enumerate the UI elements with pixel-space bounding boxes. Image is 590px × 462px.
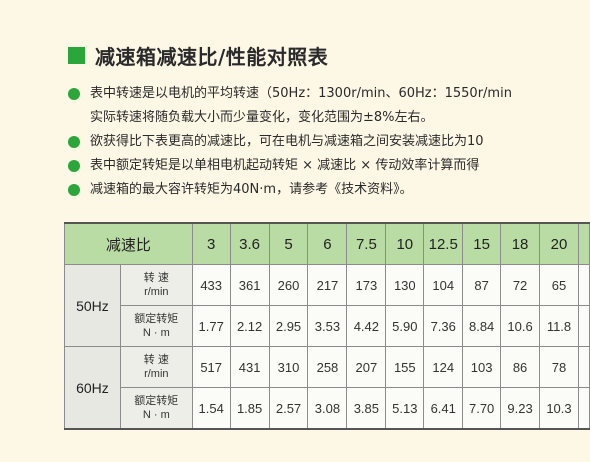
table-cell: 431 <box>229 346 270 388</box>
table-cell: 3.85 <box>346 387 387 430</box>
table-cell: 207 <box>346 346 387 388</box>
table-cell: 65 <box>539 264 579 306</box>
table-cell: 155 <box>385 346 425 388</box>
note-item: 欲获得比下表更高的减速比，可在电机与减速箱之间安装减速比为10 <box>68 130 590 154</box>
table-cell <box>577 305 590 347</box>
table-cell: 361 <box>229 264 270 306</box>
table-cell: 260 <box>268 264 309 306</box>
note-item: 减速箱的最大容许转矩为40N·m，请参考《技术资料》。 <box>68 178 590 202</box>
header-ratio-cell: 3.6 <box>229 222 270 265</box>
table-cell: 7.36 <box>423 305 464 347</box>
table-cell: 87 <box>462 264 502 306</box>
row-label-cell: 转 速 r/min <box>119 346 193 388</box>
header-ratio-cell: 5 <box>268 222 309 265</box>
table-cell: 5.13 <box>385 387 425 430</box>
header-ratio-cell: 15 <box>462 222 502 265</box>
frequency-cell: 50Hz <box>64 264 121 347</box>
table-cell: 1.77 <box>191 305 231 347</box>
table-cell: 1.85 <box>229 387 270 430</box>
table-header-row: 减速比 3 3.6 5 6 7.5 10 12.5 15 18 20 <box>64 222 590 265</box>
table-cell: 310 <box>268 346 309 388</box>
table-cell: 6.41 <box>423 387 464 430</box>
table-cell: 7.70 <box>462 387 502 430</box>
row-label-line: 额定转矩 <box>134 313 179 325</box>
table-row: 50Hz 转 速 r/min 433 361 260 217 173 130 1… <box>64 264 590 347</box>
row-label-line: r/min <box>144 368 169 380</box>
table-cell: 5.90 <box>385 305 425 347</box>
frequency-cell: 60Hz <box>64 346 121 430</box>
note-item: 表中额定转矩是以单相电机起动转矩 × 减速比 × 传动效率计算而得 <box>68 154 590 178</box>
note-text: 减速箱的最大容许转矩为40N·m，请参考《技术资料》。 <box>90 182 413 197</box>
table-cell: 9.23 <box>500 387 541 430</box>
note-text: 欲获得比下表更高的减速比，可在电机与减速箱之间安装减速比为10 <box>90 134 484 149</box>
table-cell <box>577 346 590 388</box>
header-ratio-label: 减速比 <box>64 222 193 265</box>
table-cell: 10.6 <box>500 305 541 347</box>
table-row: 60Hz 转 速 r/min 517 431 310 258 207 155 1… <box>64 346 590 430</box>
table-cell: 4.42 <box>346 305 387 347</box>
table-cell: 86 <box>500 346 541 388</box>
table-cell: 8.84 <box>462 305 502 347</box>
table-cell: 130 <box>385 264 425 306</box>
note-item: 表中转速是以电机的平均转速（50Hz：1300r/min、60Hz：1550r/… <box>68 82 590 106</box>
row-label-line: N · m <box>142 327 170 339</box>
header-ratio-cell: 20 <box>539 222 579 265</box>
table-cell: 78 <box>539 346 579 388</box>
table-cell: 1.54 <box>191 387 231 430</box>
bullet-icon <box>68 136 80 148</box>
header-ratio-cell: 10 <box>385 222 425 265</box>
header-ratio-cell: 18 <box>500 222 541 265</box>
bullet-icon <box>68 88 80 100</box>
table-cell: 104 <box>423 264 464 306</box>
table-cell: 3.53 <box>307 305 348 347</box>
row-label-cell: 转 速 r/min <box>119 264 193 306</box>
table-cell: 258 <box>307 346 348 388</box>
bullet-icon <box>68 184 80 196</box>
table-cell <box>577 264 590 306</box>
notes-list: 表中转速是以电机的平均转速（50Hz：1300r/min、60Hz：1550r/… <box>68 82 590 202</box>
table-cell: 217 <box>307 264 348 306</box>
header-ratio-cell <box>577 222 590 265</box>
note-text: 实际转速将随负载大小而少量变化，变化范围为±8%左右。 <box>90 110 434 125</box>
table-cell: 3.08 <box>307 387 348 430</box>
page-title: 减速箱减速比/性能对照表 <box>95 44 329 69</box>
section-title: 减速箱减速比/性能对照表 <box>68 42 329 69</box>
note-text: 表中额定转矩是以单相电机起动转矩 × 减速比 × 传动效率计算而得 <box>90 158 480 173</box>
table-cell: 72 <box>500 264 541 306</box>
table-cell: 517 <box>191 346 231 388</box>
table-cell: 2.57 <box>268 387 309 430</box>
row-label-line: r/min <box>144 286 169 298</box>
row-label-line: 转 速 <box>143 354 169 366</box>
title-marker-icon <box>68 46 85 64</box>
table-cell: 2.12 <box>229 305 270 347</box>
header-ratio-cell: 12.5 <box>423 222 464 265</box>
header-ratio-cell: 7.5 <box>346 222 387 265</box>
row-label-line: N · m <box>142 409 170 421</box>
table-cell: 11.8 <box>539 305 579 347</box>
note-item: 实际转速将随负载大小而少量变化，变化范围为±8%左右。 <box>68 106 590 130</box>
table-cell <box>577 387 590 430</box>
table-cell: 173 <box>346 264 387 306</box>
row-label-cell: 额定转矩 N · m <box>119 305 193 347</box>
header-ratio-cell: 6 <box>307 222 348 265</box>
table-cell: 124 <box>423 346 464 388</box>
table-cell: 2.95 <box>268 305 309 347</box>
row-label-line: 转 速 <box>143 272 169 284</box>
note-text: 表中转速是以电机的平均转速（50Hz：1300r/min、60Hz：1550r/… <box>90 86 512 101</box>
header-ratio-cell: 3 <box>191 222 231 265</box>
table-row: 额定转矩 N · m 1.77 2.12 2.95 3.53 4.42 5.90… <box>65 305 590 347</box>
table-cell: 433 <box>191 264 231 306</box>
row-label-line: 额定转矩 <box>134 395 179 407</box>
table-row: 额定转矩 N · m 1.54 1.85 2.57 3.08 3.85 5.13… <box>65 387 590 430</box>
row-label-cell: 额定转矩 N · m <box>119 387 193 430</box>
bullet-icon <box>68 160 80 172</box>
table-cell: 10.3 <box>539 387 579 430</box>
ratio-performance-table: 减速比 3 3.6 5 6 7.5 10 12.5 15 18 20 50Hz … <box>64 222 590 430</box>
table-cell: 103 <box>462 346 502 388</box>
